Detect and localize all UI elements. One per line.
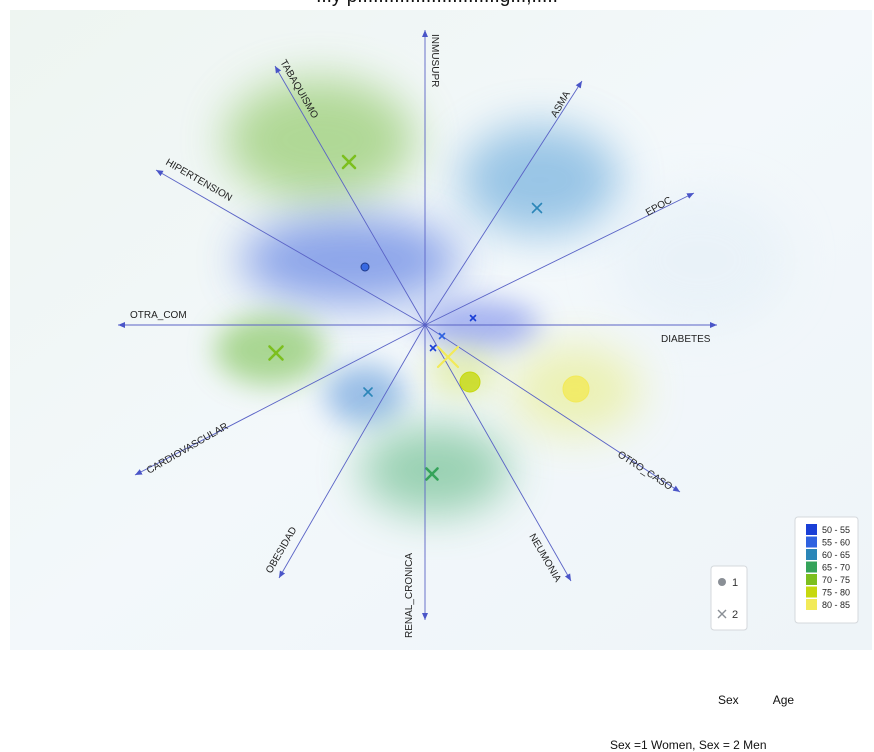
density-blob	[240, 215, 460, 305]
shape-legend: 12	[710, 565, 748, 631]
axis-line-tabaquismo	[274, 65, 426, 326]
axis-line-epoc	[424, 192, 695, 326]
axis-label-inmusupr: INMUSUPR	[429, 34, 440, 87]
data-point-otro-caso-sex-2	[436, 345, 460, 369]
density-blob	[610, 190, 790, 330]
data-point-hipertension-sex-1	[360, 262, 370, 272]
axis-line-asma	[424, 80, 583, 326]
color-legend-label-80-85: 80 - 85	[822, 600, 850, 610]
color-legend-label-70-75: 70 - 75	[822, 575, 850, 585]
data-point-otro-caso-sex-1	[562, 375, 590, 403]
footer-note: Sex =1 Women, Sex = 2 Men	[610, 738, 767, 752]
cross-stroke	[341, 154, 357, 170]
axis-line-neumonia	[424, 324, 572, 582]
shape-legend-box	[710, 565, 748, 631]
footer-sex-age: Sex Age	[718, 693, 794, 707]
footer-sex-label: Sex	[718, 693, 739, 707]
cross-stroke	[531, 202, 543, 214]
shape-legend-label-2: 2	[732, 609, 738, 621]
axis-label-diabetes: DIABETES	[661, 334, 711, 345]
data-point-renal-cronica-sex-2	[425, 467, 439, 481]
axis-line-cardiovascular	[134, 324, 426, 476]
top-caption: ...y p...........................g...,..…	[0, 0, 874, 8]
color-legend-swatch-50-55	[806, 524, 817, 535]
data-point-diabetes-sex-2	[469, 314, 477, 322]
axis-line-otro-caso	[424, 324, 681, 493]
color-legend-label-50-55: 50 - 55	[822, 525, 850, 535]
data-point-neumonia-sex-1	[459, 371, 481, 393]
color-legend-swatch-60-65	[806, 549, 817, 560]
color-legend-label-75-80: 75 - 80	[822, 588, 850, 598]
color-legend-label-60-65: 60 - 65	[822, 550, 850, 560]
shape-legend-cross-icon	[717, 609, 727, 619]
cross-stroke	[425, 467, 439, 481]
density-blob	[215, 315, 325, 385]
density-blob	[460, 125, 620, 235]
data-point-otra-com-sex-2	[268, 345, 284, 361]
color-legend-swatch-55-60	[806, 536, 817, 548]
points-layer	[268, 154, 590, 481]
data-point-cardiovascular-sex-2	[363, 387, 373, 397]
cross-stroke	[717, 609, 727, 619]
color-legend-swatch-75-80	[806, 586, 817, 598]
cross-stroke	[436, 345, 460, 369]
axis-label-renal-cronica: RENAL_CRONICA	[404, 553, 415, 638]
shape-legend-circle-icon	[718, 578, 726, 586]
cross-stroke	[429, 344, 437, 352]
cross-stroke	[363, 387, 373, 397]
color-legend: 50 - 55 55 - 60 60 - 65 65 - 70 70 - 75 75 - …	[794, 516, 859, 624]
axis-line-obesidad	[278, 324, 426, 579]
data-point-tabaquismo-sex-2	[341, 154, 357, 170]
cross-stroke	[469, 314, 477, 322]
shape-legend-label-1: 1	[732, 577, 738, 589]
cross-stroke	[268, 345, 284, 361]
color-legend-swatch-70-75	[806, 574, 817, 585]
footer-age-label: Age	[772, 693, 795, 707]
data-point-renal-cronica-sex-2	[429, 344, 437, 352]
color-legend-swatch-65-70	[806, 561, 817, 573]
axis-line-hipertension	[155, 169, 426, 326]
data-point-epoc-sex-2	[531, 202, 543, 214]
cross-stroke	[438, 332, 446, 340]
color-legend-label-65-70: 65 - 70	[822, 563, 850, 573]
data-point-diabetes-sex-2	[438, 332, 446, 340]
density-blob	[225, 78, 415, 202]
axis-label-otra-com: OTRA_COM	[130, 310, 187, 321]
color-legend-label-55-60: 55 - 60	[822, 538, 850, 548]
color-legend-swatch-80-85	[806, 599, 817, 610]
